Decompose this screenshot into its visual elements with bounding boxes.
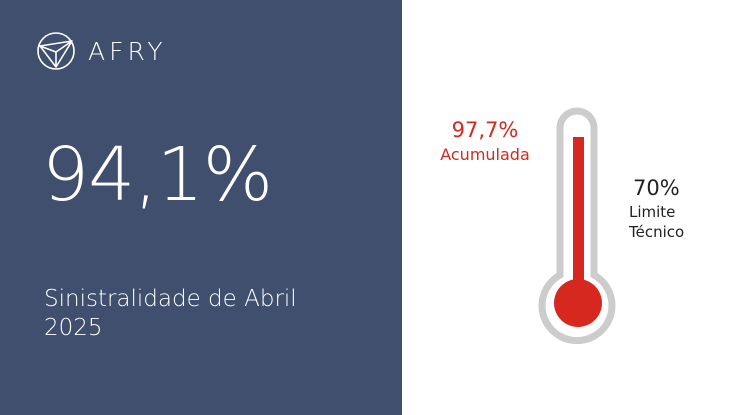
afry-logo-icon xyxy=(37,32,75,70)
summary-panel: AFRY 94,1% Sinistralidade de Abril 2025 xyxy=(0,0,402,415)
main-label: Sinistralidade de Abril 2025 xyxy=(44,286,297,341)
limit-value: 70% xyxy=(633,176,680,200)
thermometer-column xyxy=(573,137,584,287)
brand-name: AFRY xyxy=(88,36,167,66)
limit-label-line2: Técnico xyxy=(629,223,685,241)
main-value: 94,1% xyxy=(42,132,273,218)
accumulated-indicator: 97,7% Acumulada xyxy=(430,118,540,164)
accumulated-value: 97,7% xyxy=(451,118,519,142)
accumulated-label: Acumulada xyxy=(440,145,530,164)
thermometer-bulb xyxy=(554,279,602,327)
afry-logo: AFRY xyxy=(36,31,167,71)
limit-indicator: 70% Limite Técnico xyxy=(629,176,684,242)
limit-label-line1: Limite xyxy=(629,203,676,221)
